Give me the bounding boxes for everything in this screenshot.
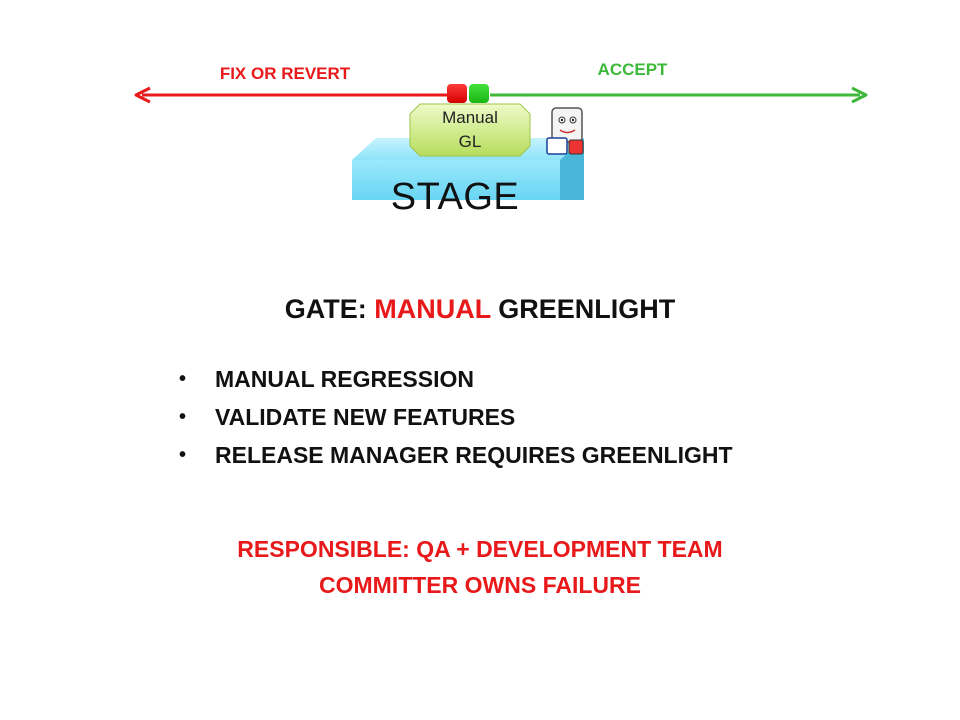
bullet-item: • RELEASE MANAGER REQUIRES GREENLIGHT (175, 440, 733, 478)
stage-label: STAGE (390, 176, 520, 218)
manual-gl-gate (409, 103, 531, 157)
bullet-list: • MANUAL REGRESSION • VALIDATE NEW FEATURE… (175, 364, 733, 478)
manual-gl-line2: GL (458, 132, 482, 151)
manual-gl-label: Manual GL (410, 104, 530, 156)
manual-gl-line1: Manual (442, 108, 498, 127)
paper-mascot-icon (546, 107, 584, 155)
page-title: GATE: MANUAL GREENLIGHT (0, 294, 960, 325)
green-light-icon (469, 84, 489, 103)
red-light-icon (447, 84, 467, 103)
fix-or-revert-label: FIX OR REVERT (219, 64, 351, 83)
title-prefix: GATE: (284, 294, 375, 324)
accept-arrow (490, 86, 868, 104)
gate-arrows-diagram (134, 86, 868, 200)
bullet-item: • MANUAL REGRESSION (175, 364, 733, 402)
owner-line: COMMITTER OWNS FAILURE (319, 572, 641, 598)
bullet-text: RELEASE MANAGER REQUIRES GREENLIGHT (215, 442, 733, 468)
bullet-dot-icon: • (179, 368, 187, 390)
bullet-dot-icon: • (179, 444, 187, 466)
accept-label: ACCEPT (597, 60, 668, 79)
title-suffix: GREENLIGHT (490, 294, 676, 324)
bullet-item: • VALIDATE NEW FEATURES (175, 402, 733, 440)
responsible-line: RESPONSIBLE: QA + DEVELOPMENT TEAM (237, 536, 723, 562)
bullet-text: VALIDATE NEW FEATURES (215, 404, 516, 430)
title-accent: MANUAL (374, 294, 491, 324)
bullet-text: MANUAL REGRESSION (215, 366, 474, 392)
bullet-dot-icon: • (179, 406, 187, 428)
fix-or-revert-arrow (134, 86, 448, 104)
